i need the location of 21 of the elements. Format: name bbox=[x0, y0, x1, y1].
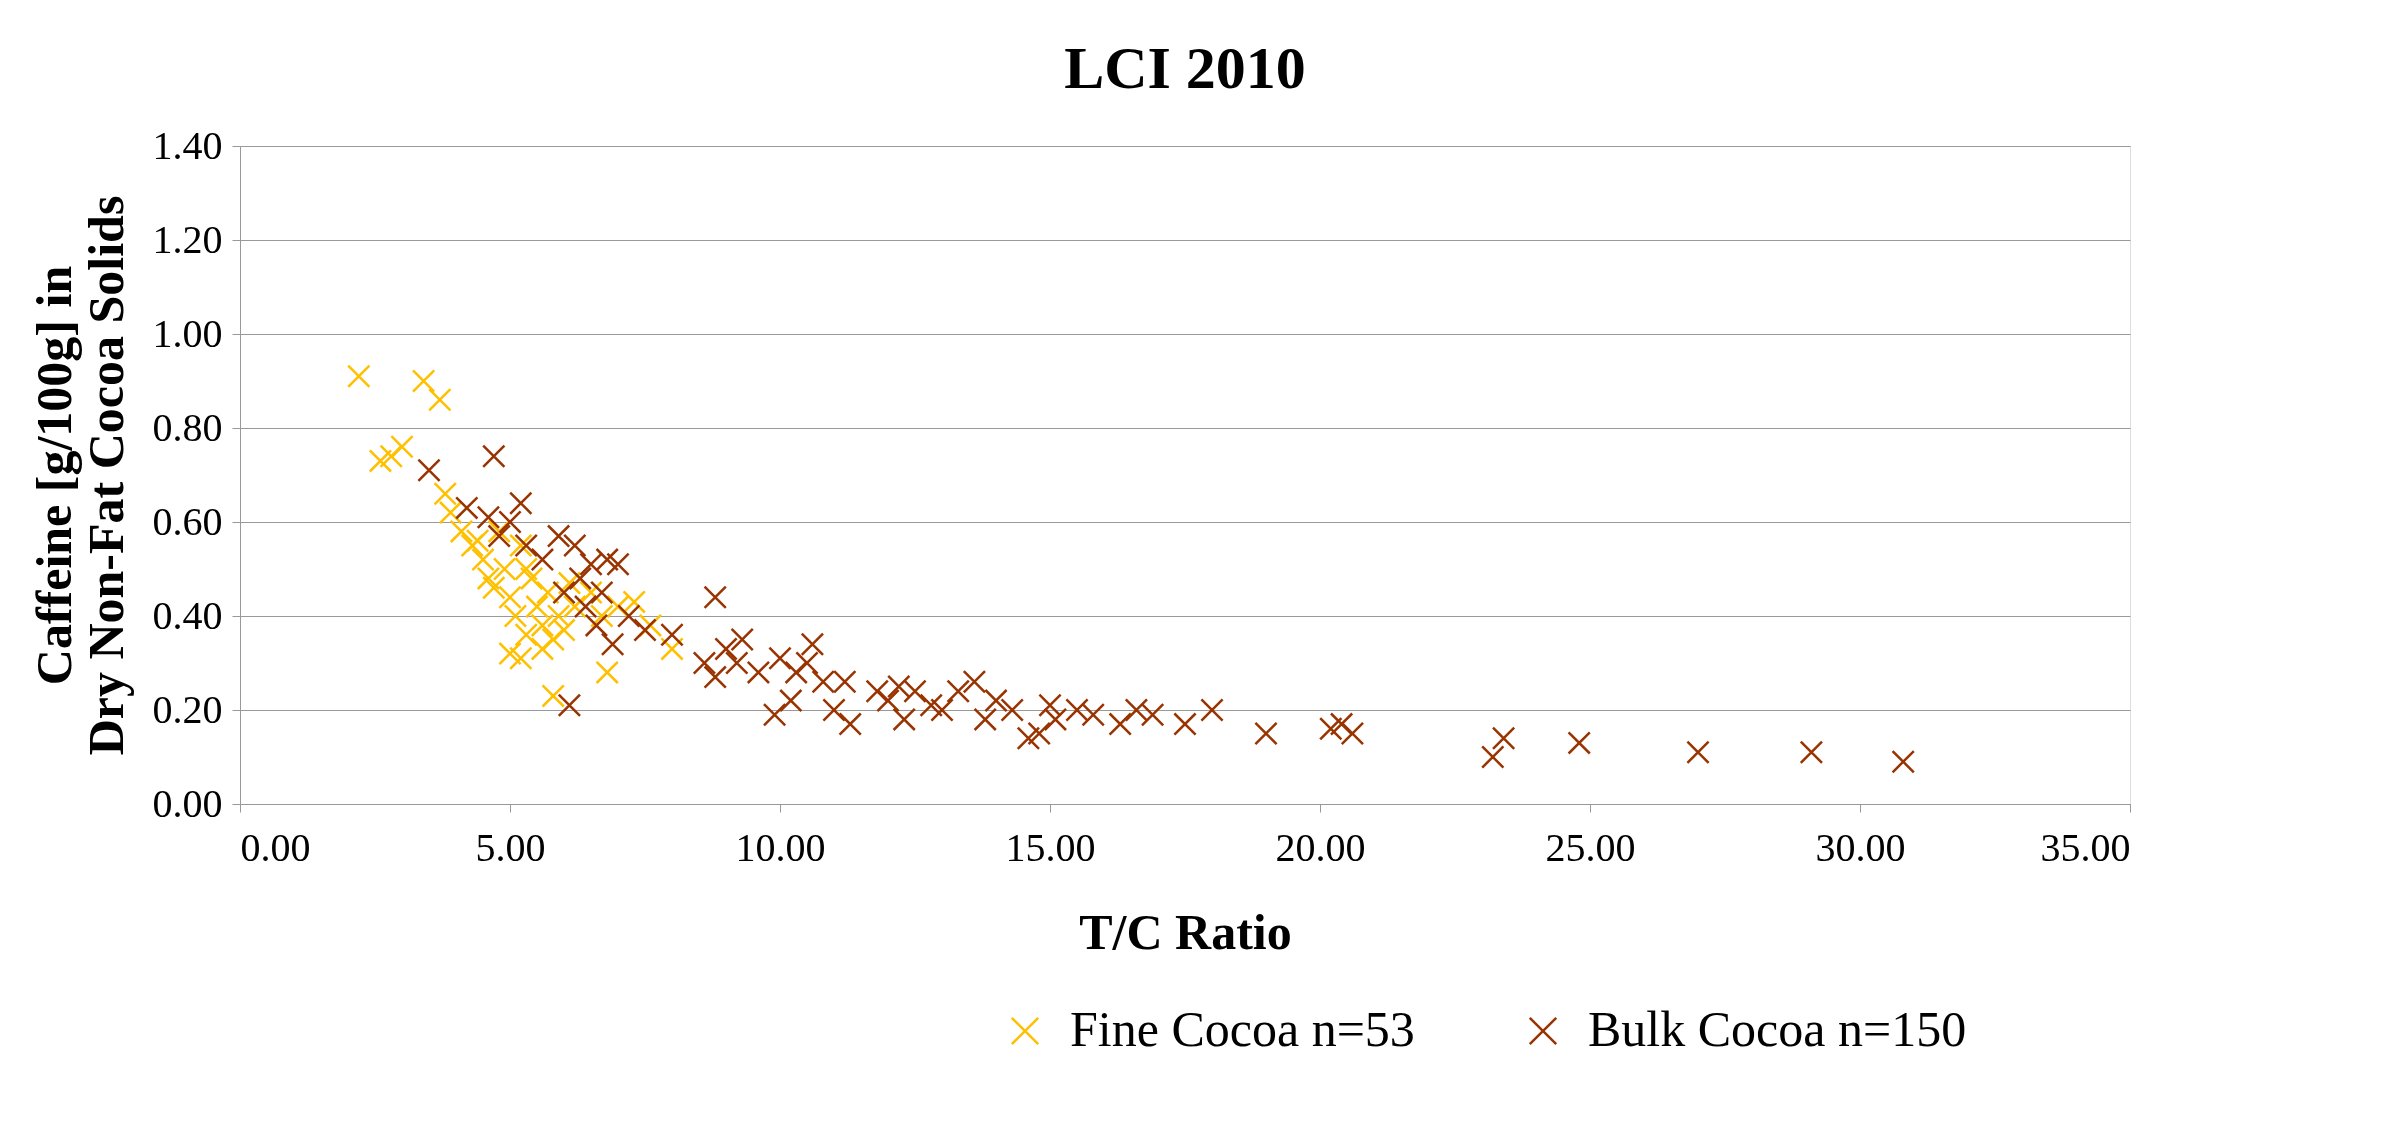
x-tick-label: 10.00 bbox=[735, 824, 826, 870]
x-tick-label: 5.00 bbox=[475, 824, 546, 870]
y-tick-label: 0.20 bbox=[152, 686, 223, 732]
y-tick-label: 1.00 bbox=[152, 310, 223, 356]
y-tick-label: 1.40 bbox=[152, 122, 223, 168]
legend-label: Bulk Cocoa n=150 bbox=[1588, 1001, 1967, 1057]
x-axis-title: T/C Ratio bbox=[1079, 903, 1292, 960]
y-tick-label: 0.80 bbox=[152, 404, 223, 450]
x-tick-label: 35.00 bbox=[2040, 824, 2131, 870]
x-tick-label: 30.00 bbox=[1815, 824, 1906, 870]
chart-title: LCI 2010 bbox=[1064, 35, 1306, 101]
x-tick-label: 25.00 bbox=[1545, 824, 1636, 870]
y-axis-title: Caffeine [g/100g] in Dry Non-Fat Cocoa Solids bbox=[25, 195, 134, 756]
y-tick-label: 0.60 bbox=[152, 498, 223, 544]
y-tick-label: 0.40 bbox=[152, 592, 223, 638]
legend-label: Fine Cocoa n=53 bbox=[1070, 1001, 1415, 1057]
y-tick-label: 1.20 bbox=[152, 216, 223, 262]
x-tick-label: 15.00 bbox=[1005, 824, 1096, 870]
x-tick-label: 0.00 bbox=[240, 824, 311, 870]
y-tick-label: 0.00 bbox=[152, 780, 223, 826]
x-tick-label: 20.00 bbox=[1275, 824, 1366, 870]
